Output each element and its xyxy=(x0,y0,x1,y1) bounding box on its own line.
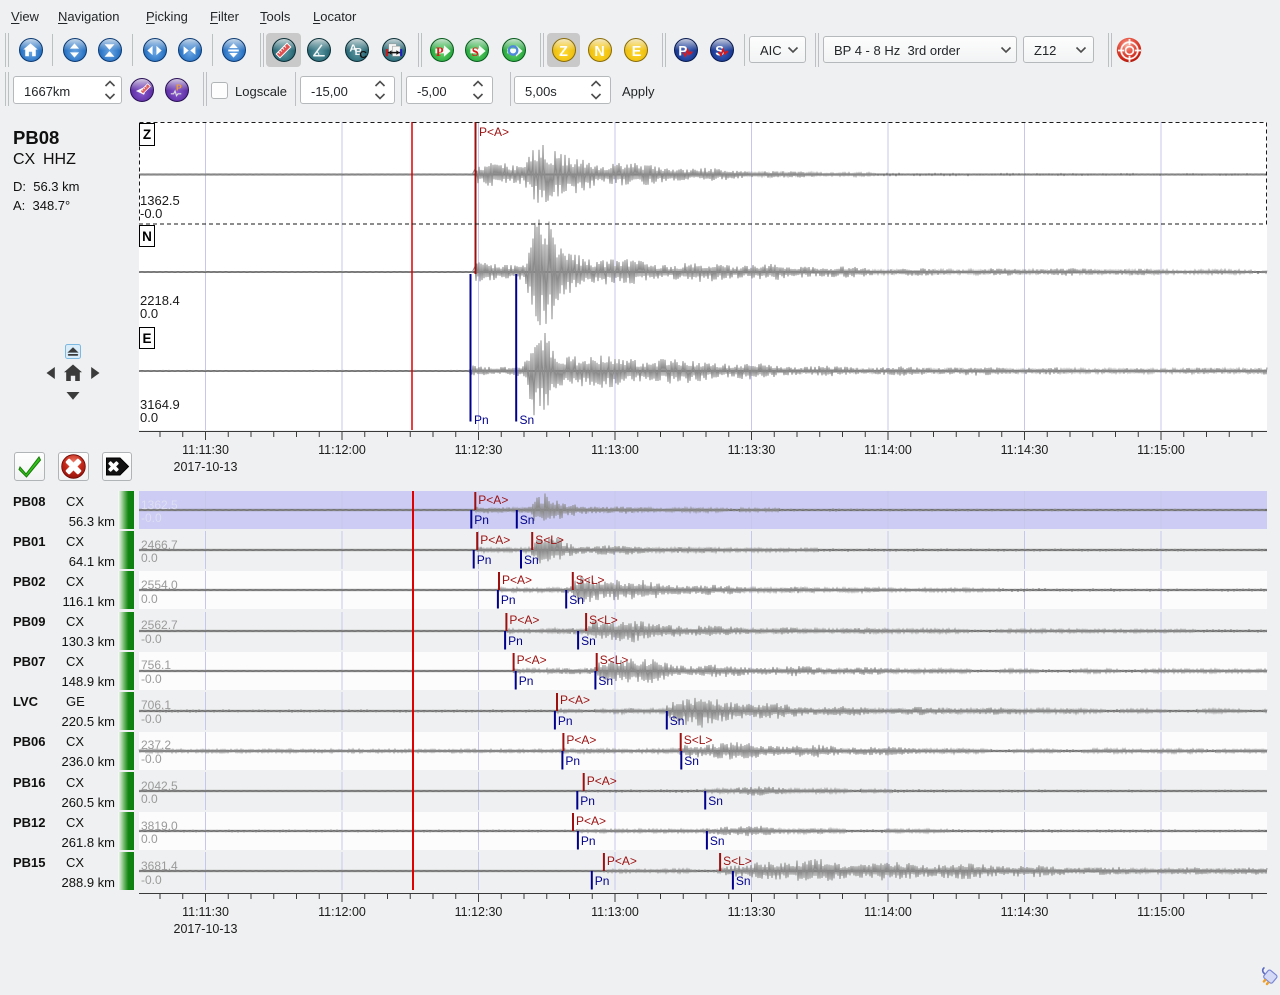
svg-text:B: B xyxy=(354,45,362,57)
svg-text:S: S xyxy=(471,44,478,58)
svg-text:P: P xyxy=(176,82,182,92)
svg-text:P: P xyxy=(678,43,687,58)
svg-text:E: E xyxy=(631,43,641,59)
svg-text:S: S xyxy=(715,43,724,58)
svg-text:A: A xyxy=(349,42,357,54)
svg-text:C: C xyxy=(359,49,367,61)
svg-text:N: N xyxy=(594,43,604,59)
svg-text:Z: Z xyxy=(559,43,568,59)
svg-text:P: P xyxy=(436,44,444,58)
